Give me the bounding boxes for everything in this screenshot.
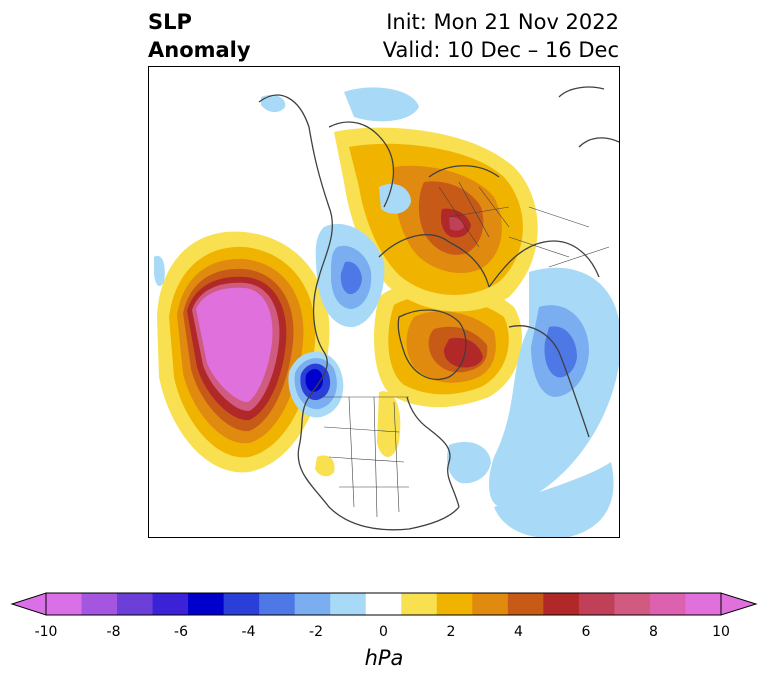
colorbar-bin (81, 593, 118, 615)
country-borders (319, 181, 610, 518)
atlantic-weak-low (153, 87, 614, 537)
colorbar-tick-label: -2 (309, 624, 323, 640)
colorbar-bin (507, 593, 544, 615)
colorbar-tick-label: -10 (34, 624, 58, 640)
colorbar-bin (401, 593, 438, 615)
greenland-high-anomaly (374, 280, 522, 408)
colorbar-bin (259, 593, 296, 615)
coastlines (258, 86, 619, 531)
colorbar-bin (294, 593, 331, 615)
colorbar-extend-low (10, 592, 47, 616)
colorbar-graphic (10, 592, 758, 616)
colorbar-ticks: -10 -8 -6 -4 -2 0 2 4 6 8 10 (0, 624, 768, 644)
colorbar-bin (223, 593, 260, 615)
colorbar-tick-label: -8 (106, 624, 121, 640)
colorbar-tick-label: 8 (649, 624, 658, 640)
colorbar-bin (117, 593, 154, 615)
colorbar-bin (578, 593, 615, 615)
pacific-high-anomaly (157, 231, 330, 473)
map-panel (148, 66, 620, 538)
colorbar-tick-label: -6 (174, 624, 188, 640)
colorbar-tick-label: 6 (581, 624, 591, 640)
title-right: Init: Mon 21 Nov 2022 Valid: 10 Dec – 16… (383, 8, 619, 64)
init-date: Init: Mon 21 Nov 2022 (386, 10, 619, 34)
colorbar-unit: hPa (364, 646, 404, 670)
title-variable: SLP (148, 10, 192, 34)
anomaly-map (153, 86, 619, 537)
colorbar-tick-label: 2 (446, 624, 456, 640)
colorbar-bin (649, 593, 686, 615)
colorbar-tick-label: 10 (712, 624, 730, 640)
colorbar (0, 585, 768, 625)
colorbar-bin (543, 593, 580, 615)
colorbar-extend-high (720, 592, 758, 616)
colorbar-bin (365, 593, 402, 615)
colorbar-bin (46, 593, 83, 615)
colorbar-bin (472, 593, 509, 615)
colorbar-tick-label: -4 (241, 624, 256, 640)
colorbar-bin (330, 593, 367, 615)
title-left: SLP Anomaly (148, 8, 251, 64)
eurasia-high-anomaly (334, 127, 538, 312)
pacific-nw-low-anomaly (288, 351, 344, 418)
central-asia-low-anomaly (489, 267, 619, 508)
colorbar-bin (614, 593, 651, 615)
title-field: Anomaly (148, 38, 251, 62)
colorbar-tick-label: 4 (514, 624, 523, 640)
arctic-canada-low-anomaly (315, 223, 385, 328)
colorbar-bin (685, 593, 722, 615)
colorbar-frame (45, 592, 722, 616)
colorbar-bin (152, 593, 189, 615)
valid-range: Valid: 10 Dec – 16 Dec (382, 38, 619, 62)
colorbar-tick-label: 0 (379, 624, 388, 640)
colorbar-bin (188, 593, 225, 615)
colorbar-bin (436, 593, 473, 615)
